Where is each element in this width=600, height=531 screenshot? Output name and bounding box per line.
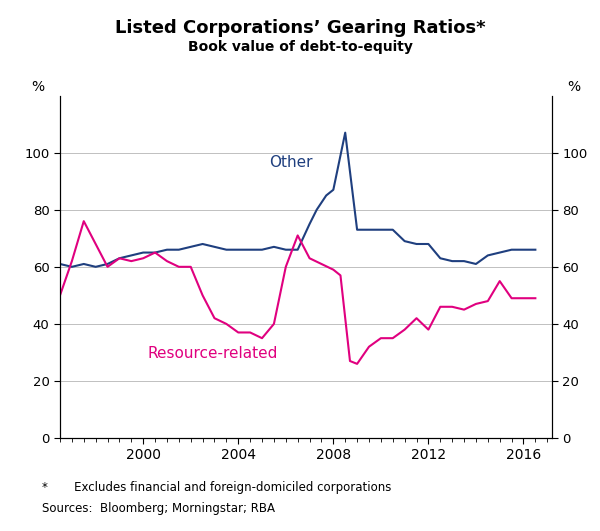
Text: Other: Other: [269, 155, 313, 170]
Text: %: %: [568, 80, 581, 94]
Text: Resource-related: Resource-related: [148, 346, 278, 361]
Text: Sources:  Bloomberg; Morningstar; RBA: Sources: Bloomberg; Morningstar; RBA: [42, 502, 275, 515]
Text: *       Excludes financial and foreign-domiciled corporations: * Excludes financial and foreign-domicil…: [42, 481, 391, 493]
Text: Listed Corporations’ Gearing Ratios*: Listed Corporations’ Gearing Ratios*: [115, 19, 485, 37]
Text: %: %: [31, 80, 44, 94]
Text: Book value of debt-to-equity: Book value of debt-to-equity: [188, 40, 412, 54]
